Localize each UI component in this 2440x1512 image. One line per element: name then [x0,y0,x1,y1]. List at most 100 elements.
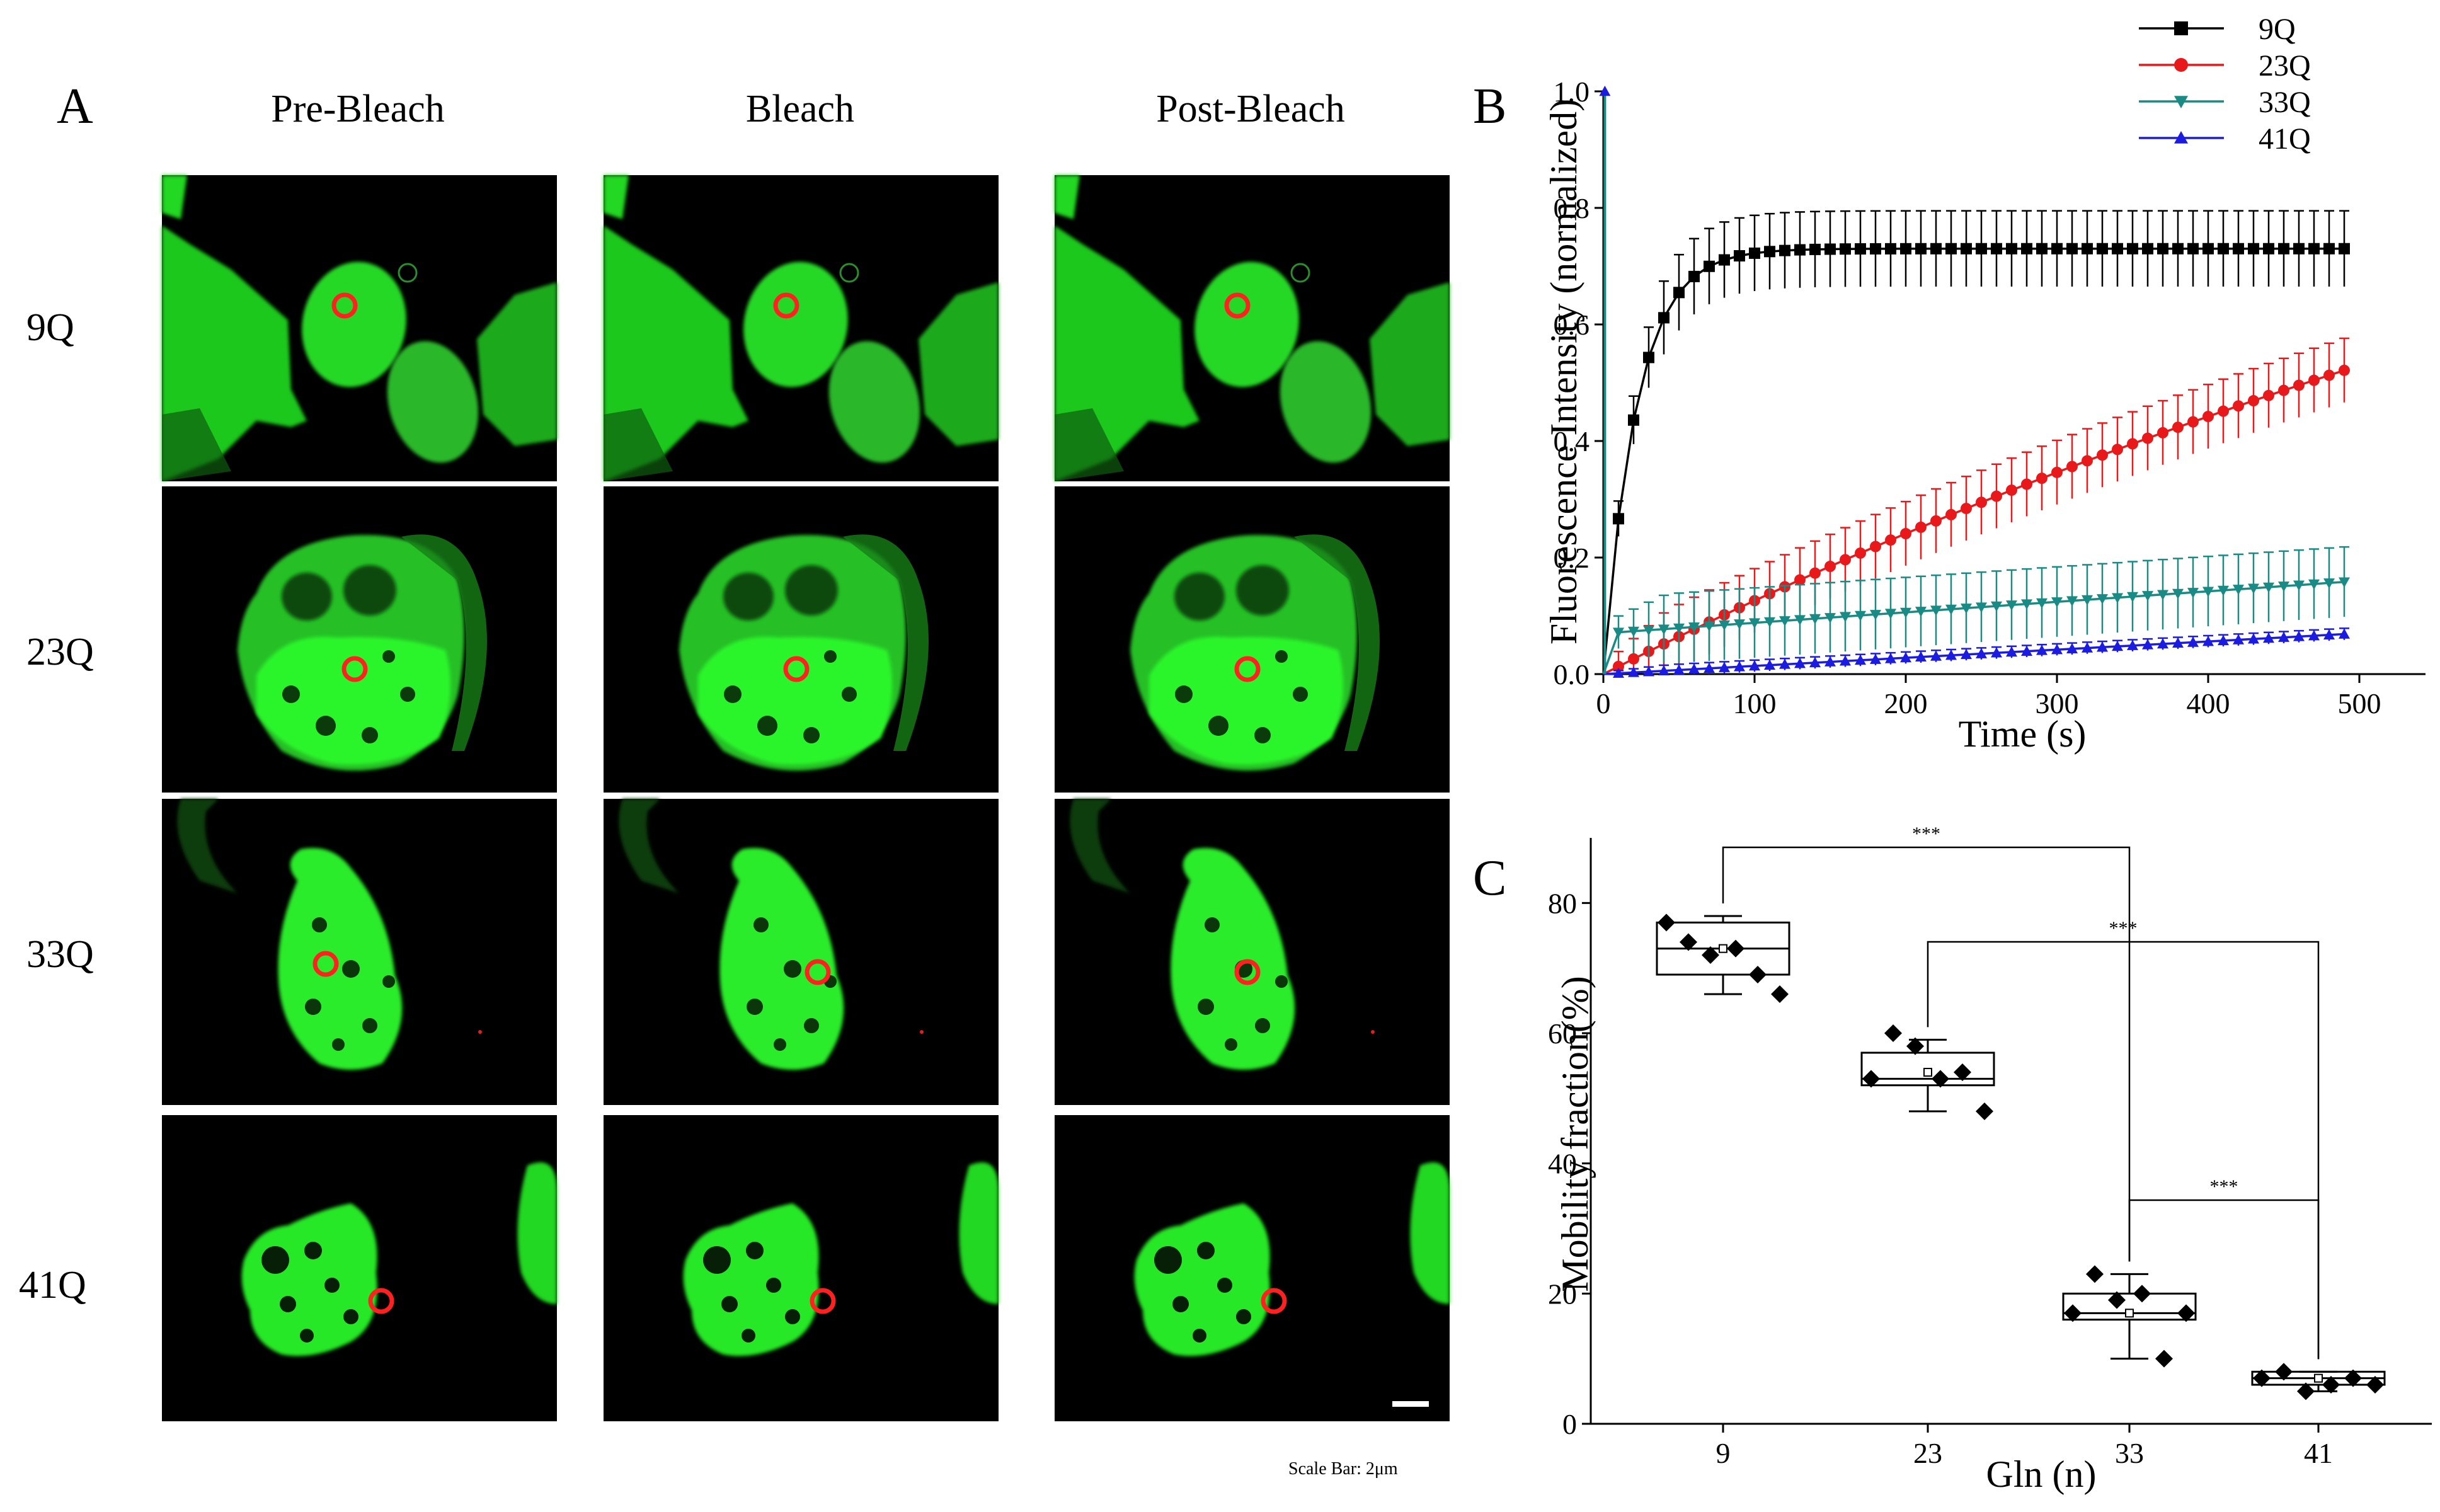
data-point [1628,414,1639,426]
data-point [1976,1102,1993,1120]
data-point [1824,561,1836,573]
significance-bracket [2128,1199,2320,1360]
data-point [1658,665,1670,676]
data-point [2021,645,2032,656]
data-point [1840,554,1851,566]
data-point [1954,1063,1971,1081]
data-point [1840,243,1851,255]
bleach-roi-marker [810,1288,836,1314]
micrograph-41q-post-bleach [1055,1115,1450,1421]
col-header-bleach: Bleach [746,88,854,130]
data-point [2036,644,2048,655]
data-point [1734,250,1745,262]
data-point [1915,521,1927,533]
data-point [1749,660,1760,671]
data-point [2297,1382,2315,1400]
data-point [2308,374,2320,386]
data-point [1945,604,1957,615]
data-point [2344,1369,2362,1387]
data-point [2112,593,2123,604]
data-point [2323,578,2335,589]
data-point [1870,610,1881,621]
data-point [1900,652,1911,663]
data-point [2172,421,2184,433]
data-point [2172,637,2184,648]
data-point [1900,607,1911,618]
data-point [2108,1291,2126,1309]
data-point [1855,547,1866,559]
data-point [1688,663,1700,674]
data-point [1794,574,1806,586]
box-mean [1923,1068,1932,1077]
data-point [1884,1024,1902,1042]
data-point [2086,1265,2104,1283]
data-point [1779,616,1790,627]
legend-marker [2174,96,2188,108]
data-point [2142,639,2153,650]
legend-label-23q: 23Q [2259,49,2311,83]
data-point [1976,648,1987,658]
data-point [1643,626,1654,636]
data-point [2308,579,2320,590]
box-iqr [2062,1292,2197,1321]
data-point [1599,86,1611,96]
data-point [1779,244,1790,256]
data-point [1749,966,1767,983]
data-point [2308,243,2320,255]
data-point [1628,653,1639,665]
data-point [2142,243,2153,255]
data-point [2157,590,2168,600]
panel-c-letter: C [1473,850,1506,906]
data-point [1749,247,1760,259]
data-point [1702,946,1719,964]
box-mean [1719,944,1727,953]
y-tick-label: 0.0 [1554,658,1590,690]
data-point [1885,243,1896,255]
data-point [1673,664,1685,675]
data-point [2322,1376,2340,1394]
data-point [1885,653,1896,663]
series-33q [1602,546,2350,675]
y-tick-label: 20 [1548,1278,1577,1310]
data-point [1809,656,1821,668]
micrograph-9q-bleach [604,175,999,481]
data-point [2202,636,2214,646]
y-tick-label: 0.8 [1554,192,1590,224]
data-point [2066,461,2078,472]
data-point [2127,438,2138,450]
data-point [1991,601,2002,612]
data-point [1961,604,1972,614]
data-point [1719,620,1730,631]
data-point [1643,352,1654,364]
data-point [1885,609,1896,619]
data-point [2051,243,2063,255]
data-point [1809,243,1821,255]
data-point [1991,647,2002,658]
row-label-23q: 23Q [26,631,94,673]
mobility-boxplot-ylabel: Mobility fraction(%) [1554,976,1596,1292]
bleach-roi-marker [1224,292,1251,319]
data-point [1870,653,1881,664]
legend-label-41q: 41Q [2259,122,2311,156]
data-point [2157,427,2168,438]
data-point [1794,658,1806,668]
data-point [1809,567,1821,579]
data-point [2293,580,2305,591]
data-point [1779,658,1790,669]
series-line [1602,248,2344,675]
data-point [2127,639,2138,650]
data-point [2253,1369,2271,1387]
data-point [2218,634,2229,646]
micrograph-9q-pre-bleach [162,175,557,481]
data-point [2293,243,2305,255]
data-point [2006,243,2017,255]
data-point [2187,243,2199,255]
series-41q [1603,627,2350,678]
row-label-9q: 9Q [26,306,74,349]
box-33 [2062,1265,2197,1368]
significance-bracket [1927,941,2320,1360]
data-point [1613,627,1624,638]
data-point [2021,243,2032,255]
